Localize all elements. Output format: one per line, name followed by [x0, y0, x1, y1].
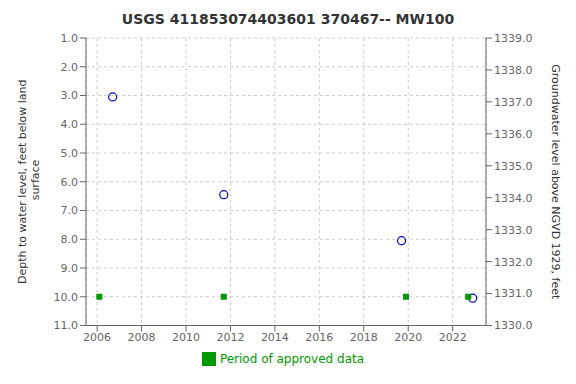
svg-text:1330.0: 1330.0: [494, 319, 533, 332]
svg-text:1331.0: 1331.0: [494, 287, 533, 300]
html-text:USGS 411853074403601 370467--: USGS 411853074403601 370467-- MW100: [121, 11, 455, 27]
svg-text:Groundwater level above NGVD 1: Groundwater level above NGVD 1929, feet: [549, 64, 562, 300]
svg-text:2010: 2010: [172, 331, 200, 344]
svg-text:2022: 2022: [439, 331, 467, 344]
svg-text:6.0: 6.0: [61, 176, 79, 189]
svg-text:11.0: 11.0: [54, 319, 79, 332]
svg-text:1.0: 1.0: [61, 32, 79, 45]
svg-text:2020: 2020: [394, 331, 422, 344]
svg-text:1336.0: 1336.0: [494, 128, 533, 141]
svg-text:1337.0: 1337.0: [494, 96, 533, 109]
svg-text:2018: 2018: [350, 331, 378, 344]
svg-text:10.0: 10.0: [54, 291, 79, 304]
svg-text:2014: 2014: [261, 331, 289, 344]
svg-text:1334.0: 1334.0: [494, 192, 533, 205]
svg-text:1333.0: 1333.0: [494, 224, 533, 237]
svg-text:2016: 2016: [305, 331, 333, 344]
svg-text:1339.0: 1339.0: [494, 32, 533, 45]
svg-text:5.0: 5.0: [61, 147, 79, 160]
svg-text:3.0: 3.0: [61, 89, 79, 102]
svg-text:Depth to water level, feet bel: Depth to water level, feet below land su…: [16, 79, 42, 284]
svg-text:7.0: 7.0: [61, 204, 79, 217]
svg-text:1332.0: 1332.0: [494, 256, 533, 269]
svg-text:4.0: 4.0: [61, 118, 79, 131]
svg-text:8.0: 8.0: [61, 233, 79, 246]
svg-text:2012: 2012: [216, 331, 244, 344]
svg-text:2006: 2006: [83, 331, 111, 344]
svg-text:1335.0: 1335.0: [494, 160, 533, 173]
svg-text:9.0: 9.0: [61, 262, 79, 275]
html-text:Period of approved data: Period of approved data: [219, 351, 365, 366]
svg-text:2008: 2008: [128, 331, 156, 344]
svg-text:2.0: 2.0: [61, 61, 79, 74]
svg-text:1338.0: 1338.0: [494, 64, 533, 77]
